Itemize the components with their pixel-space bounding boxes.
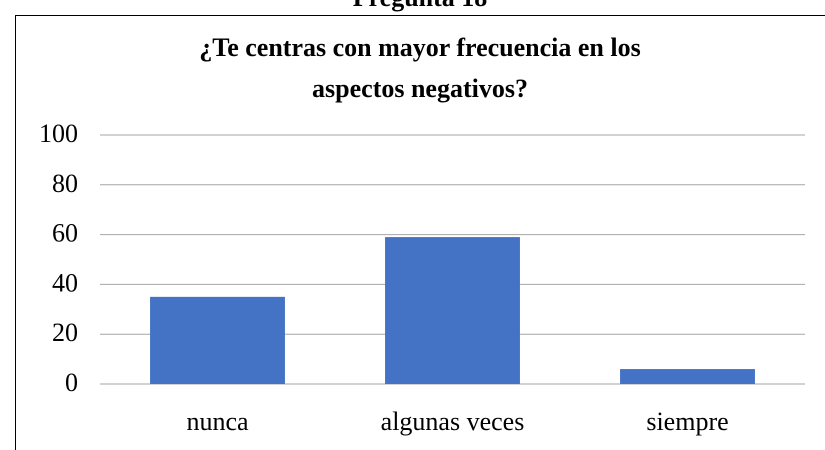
x-tick-label: nunca — [186, 407, 249, 436]
bar — [385, 237, 520, 384]
bar — [150, 296, 285, 384]
x-tick-label: siempre — [646, 407, 728, 436]
chart-title: ¿Te centras con mayor frecuencia en los — [199, 33, 640, 62]
y-tick-label: 0 — [65, 368, 78, 397]
y-tick-label: 40 — [52, 268, 78, 297]
bar — [620, 369, 755, 384]
chart-title: aspectos negativos? — [312, 74, 528, 103]
y-tick-label: 60 — [52, 219, 78, 248]
page-header: Pregunta 18 — [353, 0, 488, 12]
y-tick-label: 20 — [52, 318, 78, 347]
y-tick-label: 100 — [39, 119, 78, 148]
x-tick-label: algunas veces — [381, 407, 525, 436]
y-tick-label: 80 — [52, 169, 78, 198]
